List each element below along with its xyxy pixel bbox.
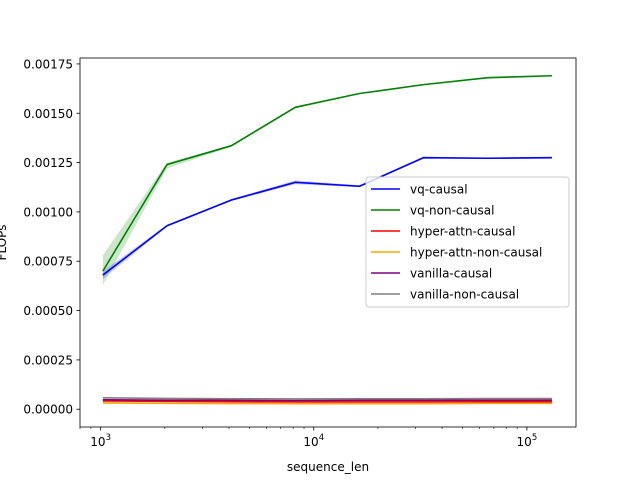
legend-label: vq-non-causal — [410, 204, 494, 218]
x-tick-label: 104 — [303, 433, 324, 449]
x-tick-exponent: 4 — [319, 433, 324, 443]
y-tick-label: 0.00050 — [23, 304, 73, 318]
x-axis-ticks: 103 104 105 — [79, 427, 538, 449]
x-tick-label: 103 — [90, 433, 111, 449]
y-tick-label: 0.00100 — [23, 205, 73, 219]
line-hyper-attn-causal — [102, 400, 552, 403]
legend-label: vq-causal — [410, 183, 468, 197]
x-tick-label: 105 — [517, 433, 538, 449]
legend-label: hyper-attn-causal — [410, 225, 515, 239]
x-tick-base: 10 — [90, 435, 105, 449]
y-tick-label: 0.00000 — [23, 403, 73, 417]
series-lines — [102, 74, 552, 405]
legend-label: hyper-attn-non-causal — [410, 246, 542, 260]
legend-label: vanilla-non-causal — [410, 288, 519, 302]
x-tick-base: 10 — [303, 435, 318, 449]
y-tick-label: 0.00125 — [23, 156, 73, 170]
line-vq-non-causal — [102, 74, 552, 272]
y-axis-label: FLOPs — [0, 225, 9, 261]
legend-label: vanilla-causal — [410, 267, 492, 281]
x-tick-exponent: 5 — [532, 433, 537, 443]
line-vanilla-non-causal — [102, 397, 552, 400]
legend: vq-causal vq-non-causal hyper-attn-causal h… — [365, 176, 570, 308]
line-hyper-attn-non-causal — [102, 402, 552, 405]
y-tick-label: 0.00175 — [23, 57, 73, 71]
x-tick-exponent: 3 — [106, 433, 111, 443]
x-axis-label: sequence_len — [287, 460, 369, 474]
y-axis-ticks: 0.00000 0.00025 0.00050 0.00075 0.00100 0.001… — [23, 57, 80, 417]
legend-box — [365, 176, 570, 308]
y-tick-label: 0.00075 — [23, 255, 73, 269]
y-tick-label: 0.00150 — [23, 107, 73, 121]
x-tick-base: 10 — [517, 435, 532, 449]
line-vanilla-causal — [102, 398, 552, 402]
plot-frame — [79, 57, 577, 428]
line-vq-causal — [102, 156, 552, 276]
y-tick-label: 0.00025 — [23, 353, 73, 367]
